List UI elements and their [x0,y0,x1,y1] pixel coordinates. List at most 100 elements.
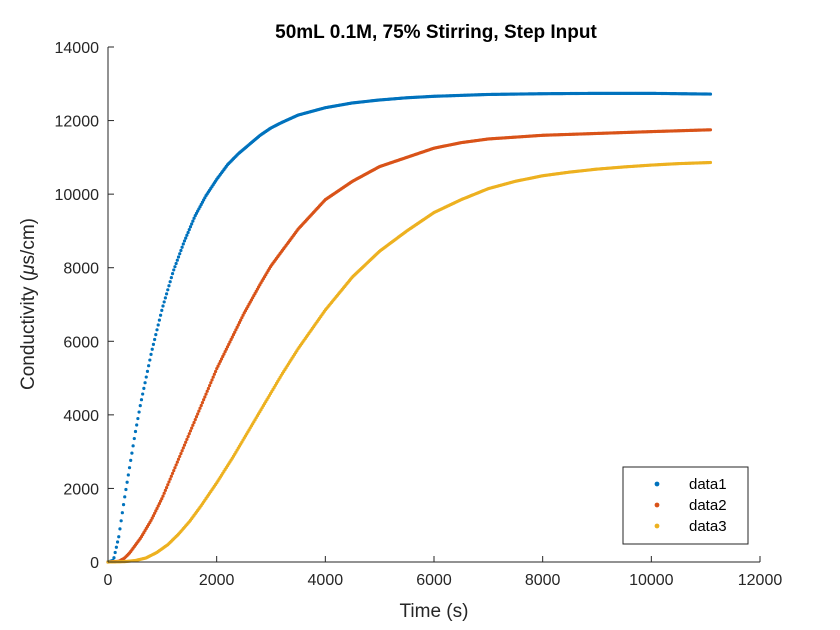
legend-label-data2: data2 [689,497,727,514]
data-point [230,335,234,339]
data-point [204,392,208,396]
data-point [212,372,216,376]
data-point [221,354,225,359]
data-point [167,284,171,288]
data-point [166,483,170,487]
data-point [236,323,240,327]
data-point [136,416,140,421]
data-point [231,333,236,337]
data-point [193,418,197,422]
y-axis-label-prefix: Conductivity ( [18,274,39,390]
x-tick-label: 2000 [199,572,235,589]
legend-box [622,466,749,545]
data-point [215,367,219,371]
data-point [223,350,227,354]
data-point [143,381,147,385]
data-point [205,389,209,393]
data-point [198,406,202,410]
data-point [120,511,124,515]
data-point [162,300,166,304]
data-point [181,242,185,246]
legend-marker-data1 [654,481,660,487]
data-point [124,487,128,492]
data-point [169,276,173,280]
data-point [155,328,159,332]
data-point [150,516,154,520]
data-point [213,369,218,374]
data-point [161,494,165,498]
data-point [186,435,190,439]
data-point [172,468,176,473]
data-point [138,403,142,408]
data-point [160,308,164,312]
data-point [147,364,151,368]
data-point [217,362,221,366]
x-tick-label: 6000 [416,572,452,589]
data-point [240,316,244,320]
y-tick-label: 12000 [55,114,100,131]
data-point [156,504,160,508]
y-tick-label: 2000 [63,481,99,498]
data-point [158,313,163,317]
data-point [157,318,161,322]
data-point [187,228,191,232]
data-point [239,318,243,322]
data-point [233,330,237,334]
data-point [176,255,181,259]
data-point [225,345,230,349]
x-tick-label: 4000 [308,572,344,589]
y-tick-label: 6000 [63,334,99,351]
data-point [234,328,238,332]
data-point [168,280,172,284]
data-point [167,480,171,484]
data-point [192,420,196,425]
data-point [154,509,158,513]
data-point [151,514,156,518]
chart-title: 50mL 0.1M, 75% Stirring, Step Input [275,22,597,43]
x-axis: 0 2000 4000 6000 8000 10000 12000 [104,556,782,589]
data-point [125,480,129,484]
data-point [218,359,222,363]
data-point [135,423,139,427]
data-point [194,415,199,419]
y-axis-label: Conductivity (μs/cm) [18,218,39,390]
data-point [185,233,189,237]
data-point [118,527,122,531]
data-point [160,497,164,501]
data-point [131,444,135,448]
data-point [179,248,183,253]
data-point [190,426,194,430]
series-data3 [106,160,713,564]
data-point [219,357,224,361]
y-tick-label: 14000 [55,40,100,57]
data-point [153,511,157,515]
data-point [184,236,188,240]
legend-label-data3: data3 [689,518,727,535]
data-point [154,333,158,337]
data-point [182,239,187,243]
data-point [164,292,169,296]
data-point [117,535,121,539]
data-point [191,423,195,427]
data-point [115,540,120,544]
data-point [708,92,713,96]
data-point [203,395,207,399]
y-axis: 0 2000 4000 6000 8000 10000 12000 14000 [55,40,114,572]
data-point [173,265,177,269]
data-point [237,320,242,325]
data-point [210,378,214,382]
data-point [130,451,134,455]
data-point [176,457,181,461]
data-point [188,429,193,433]
data-point [181,446,185,450]
data-point [155,506,159,511]
legend-marker-data3 [654,523,660,529]
data-point [139,398,144,402]
data-point [162,491,166,495]
y-tick-label: 8000 [63,261,99,278]
data-point [121,503,126,507]
data-point [113,550,117,555]
data-point [169,474,173,478]
data-point [161,304,165,308]
